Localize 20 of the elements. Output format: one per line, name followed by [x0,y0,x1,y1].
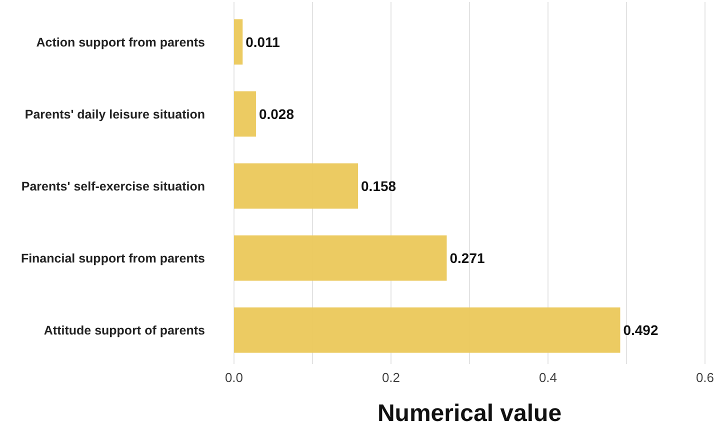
data-label: 0.028 [258,106,294,122]
bar [234,235,447,281]
data-label: 0.011 [246,34,280,50]
data-label: 0.271 [450,250,485,266]
y-tick-label: Attitude support of parents [44,323,206,338]
bar [234,91,256,137]
x-tick-label: 0.4 [538,370,558,385]
y-tick-label: Parents' daily leisure situation [24,107,205,122]
bar [234,163,358,209]
bar [234,19,243,65]
y-tick-label: Action support from parents [36,35,206,50]
data-label: 0.492 [623,322,658,338]
bar [234,307,620,353]
x-tick-label: 0.6 [696,370,714,385]
y-tick-label: Financial support from parents [20,251,206,266]
y-tick-label: Parents' self-exercise situation [21,179,205,194]
x-tick-label: 0.0 [224,370,244,385]
x-tick-label: 0.2 [382,370,400,385]
data-label: 0.158 [361,178,396,194]
x-axis-title: Numerical value [377,400,562,427]
